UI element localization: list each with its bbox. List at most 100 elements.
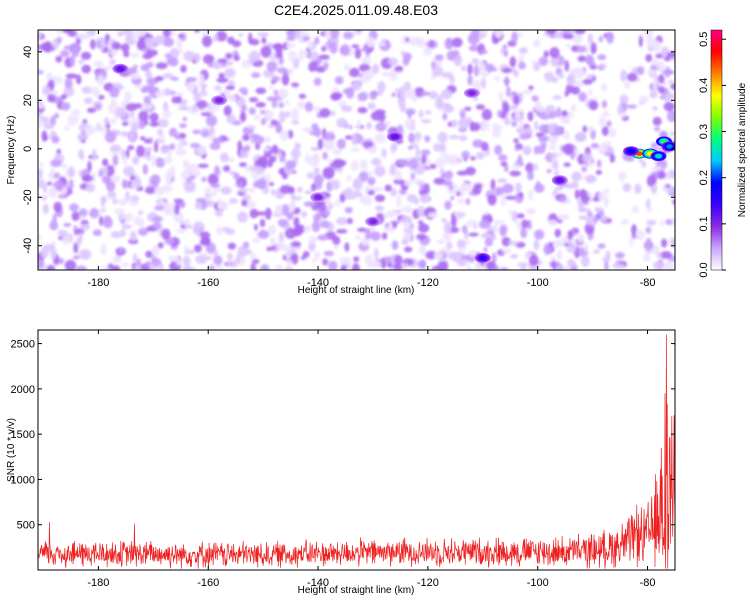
heatmap-cell bbox=[294, 142, 301, 150]
heatmap-cell bbox=[409, 168, 414, 175]
heatmap-cell bbox=[143, 95, 152, 105]
heatmap-cell bbox=[323, 61, 329, 70]
heatmap-cell bbox=[498, 154, 508, 162]
heatmap-cell bbox=[156, 157, 161, 163]
heatmap-cell bbox=[460, 111, 466, 119]
heatmap-cell bbox=[557, 214, 570, 221]
heatmap-cell bbox=[366, 121, 373, 130]
heatmap-cell bbox=[405, 108, 416, 116]
heatmap-cell bbox=[420, 154, 427, 165]
heatmap-cell bbox=[404, 246, 413, 253]
heatmap-cell bbox=[314, 251, 321, 260]
heatmap-cell bbox=[453, 55, 462, 67]
heatmap-cell bbox=[502, 183, 514, 194]
heatmap-cell bbox=[271, 245, 275, 251]
heatmap-cell bbox=[571, 171, 581, 182]
heatmap-cell bbox=[459, 120, 464, 130]
colorbar-label: Normalized spectral amplitude bbox=[737, 82, 748, 217]
heatmap-cell bbox=[161, 147, 168, 154]
heatmap-cell bbox=[615, 252, 625, 259]
heatmap-cell bbox=[416, 233, 427, 240]
heatmap-cell bbox=[645, 237, 652, 250]
heatmap-cell bbox=[252, 135, 265, 144]
heatmap-cell bbox=[570, 104, 577, 112]
heatmap-cell bbox=[444, 155, 451, 164]
heatmap-cell bbox=[324, 30, 331, 39]
heatmap-cell bbox=[174, 204, 180, 215]
heatmap-cell bbox=[81, 64, 91, 74]
heatmap-cell bbox=[620, 69, 628, 82]
heatmap-cell bbox=[300, 255, 305, 260]
heatmap-cell bbox=[38, 168, 44, 176]
heatmap-cell bbox=[100, 40, 105, 51]
heatmap-cell bbox=[516, 213, 525, 219]
heatmap-cell bbox=[285, 160, 297, 170]
heatmap-cell bbox=[669, 131, 675, 137]
heatmap-cell bbox=[194, 202, 202, 210]
heatmap-cell bbox=[408, 132, 415, 144]
heatmap-hotspot bbox=[117, 66, 124, 72]
heatmap-cell bbox=[520, 227, 528, 239]
heatmap-cell bbox=[343, 31, 354, 40]
heatmap-cell bbox=[248, 187, 256, 193]
heatmap-cell bbox=[575, 132, 587, 142]
snr-y-tick-label: 2500 bbox=[11, 339, 35, 351]
colorbar-ticks: 0.0 0.1 0.2 0.3 0.4 0.5 bbox=[698, 32, 726, 278]
heatmap-cell bbox=[390, 163, 396, 175]
snr-panel: -180 -160 -140 -120 -100 -80 500 1000 1500 2000 2… bbox=[6, 329, 676, 596]
heatmap-cell bbox=[208, 264, 215, 270]
heatmap-cell bbox=[291, 253, 299, 265]
spectrogram-y-ticks: -40 -20 0 20 40 bbox=[22, 46, 675, 254]
heatmap-cell bbox=[533, 145, 539, 155]
heatmap-cell bbox=[502, 102, 510, 114]
heatmap-cell bbox=[134, 30, 146, 38]
heatmap-cell bbox=[397, 95, 406, 108]
heatmap-cell bbox=[666, 110, 675, 123]
heatmap-cell bbox=[282, 204, 290, 216]
heatmap-hotspot bbox=[391, 134, 399, 139]
heatmap-cell bbox=[548, 144, 557, 151]
heatmap-cell bbox=[635, 229, 645, 241]
heatmap-cell bbox=[672, 199, 675, 205]
snr-x-tick-label: -120 bbox=[417, 577, 439, 589]
heatmap-cell bbox=[590, 143, 600, 149]
heatmap-cell bbox=[51, 135, 60, 144]
heatmap-cell bbox=[185, 249, 196, 254]
heatmap-cell bbox=[285, 43, 296, 48]
heatmap-cell bbox=[38, 162, 44, 168]
heatmap-cell bbox=[215, 265, 224, 270]
snr-y-tick-label: 1000 bbox=[11, 474, 35, 486]
heatmap-cell bbox=[494, 219, 505, 225]
heatmap-cell bbox=[278, 110, 286, 123]
heatmap-cell bbox=[41, 130, 48, 142]
heatmap-cell bbox=[334, 76, 344, 85]
heatmap-cell bbox=[102, 217, 113, 229]
heatmap-cell bbox=[56, 148, 61, 155]
heatmap-cell bbox=[656, 60, 665, 69]
heatmap-cell bbox=[449, 134, 460, 140]
heatmap-cell bbox=[213, 249, 218, 258]
heatmap-cell bbox=[99, 215, 104, 226]
heatmap-cell bbox=[605, 250, 611, 260]
heatmap-cell bbox=[184, 218, 191, 230]
snr-y-tick-label: 1500 bbox=[11, 429, 35, 441]
heatmap-cell bbox=[350, 160, 359, 172]
heatmap-cell bbox=[656, 252, 662, 259]
heatmap-cell bbox=[381, 71, 391, 77]
heatmap-cell bbox=[291, 82, 300, 88]
heatmap-cell bbox=[250, 263, 256, 270]
heatmap-cell bbox=[249, 208, 259, 219]
heatmap-cell bbox=[201, 130, 209, 137]
heatmap-cell bbox=[638, 35, 643, 48]
heatmap-cell bbox=[361, 56, 372, 66]
heatmap-cell bbox=[428, 212, 439, 218]
heatmap-cell bbox=[200, 112, 212, 117]
heatmap-cell bbox=[560, 116, 571, 125]
heatmap-cell bbox=[429, 163, 437, 169]
heatmap-cell bbox=[98, 94, 105, 100]
heatmap-cell bbox=[357, 107, 368, 114]
heatmap-cell bbox=[121, 179, 128, 189]
heatmap-cell bbox=[571, 86, 581, 95]
heatmap-cell bbox=[203, 54, 215, 64]
heatmap-cell bbox=[270, 236, 277, 247]
